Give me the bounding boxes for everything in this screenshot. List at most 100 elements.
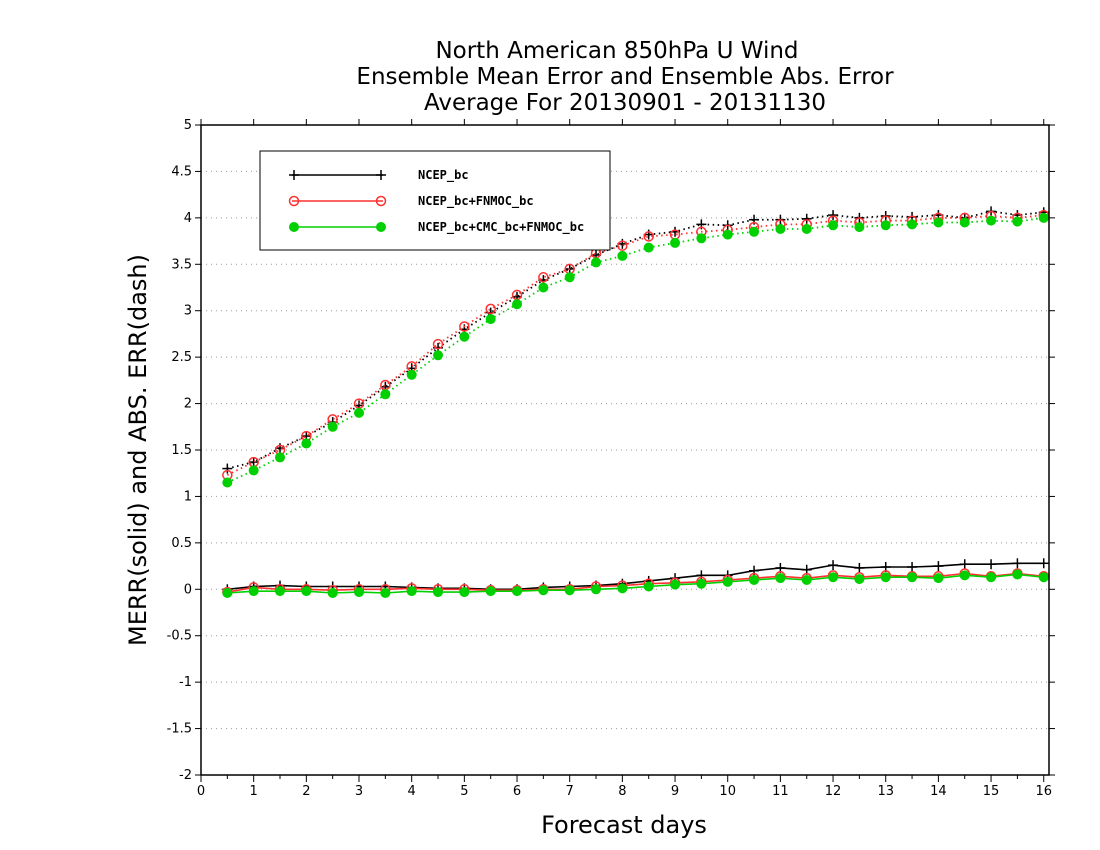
merr-point [1012, 569, 1023, 580]
merr-point [775, 573, 786, 584]
merr-point [459, 587, 470, 598]
merr-point [854, 562, 865, 573]
abs-err-point [275, 452, 286, 463]
y-tick-label: 5 [184, 118, 192, 133]
y-tick-label: 1.5 [171, 443, 192, 458]
merr-point [485, 586, 496, 597]
abs-err-point [880, 220, 891, 231]
abs-err-point [301, 438, 312, 449]
y-tick-label: 1 [184, 489, 192, 504]
merr-point [933, 561, 944, 572]
y-tick-label: 4 [184, 211, 192, 226]
abs-err-point [775, 224, 786, 234]
y-tick-label: -1.5 [167, 722, 192, 737]
abs-err-point [485, 303, 496, 315]
legend: NCEP_bc NCEP_bc+FNMOC_bc NCEP_bc+CMC_bc+FN… [259, 150, 611, 251]
x-tick-label: 2 [302, 784, 310, 799]
abs-err-point [986, 215, 997, 226]
plot-frame [200, 124, 1050, 776]
merr-point [749, 575, 760, 585]
merr-point [854, 574, 865, 585]
abs-err-point [406, 369, 417, 380]
legend-label: NCEP_bc+FNMOC_bc [418, 194, 534, 209]
x-tick-label: 0 [197, 784, 205, 799]
merr-point [801, 575, 812, 585]
abs-err-point [248, 457, 259, 468]
abs-err-point [696, 233, 707, 244]
merr-point [433, 587, 444, 598]
abs-err-point [248, 465, 259, 476]
abs-err-point [828, 220, 839, 231]
y-tick-label: 0 [184, 582, 192, 597]
abs-err-point [643, 231, 654, 242]
legend-marker [376, 222, 386, 232]
y-tick-label: -2 [179, 768, 192, 783]
chart-title-line-2: Ensemble Mean Error and Ensemble Abs. Er… [356, 64, 894, 90]
merr-point [564, 585, 575, 596]
merr-point [1038, 558, 1049, 569]
x-tick-label: 11 [772, 784, 789, 799]
abs-err-point [354, 407, 365, 418]
x-tick-label: 8 [618, 784, 626, 799]
x-tick-label: 13 [877, 784, 894, 799]
y-tick-label: 0.5 [171, 536, 192, 551]
abs-err-point [801, 224, 812, 234]
merr-point [512, 586, 523, 597]
abs-err-point [1012, 216, 1023, 227]
abs-err-point [959, 217, 970, 228]
legend-marker [289, 222, 299, 232]
y-tick-label: 3 [184, 304, 192, 319]
abs-err-point [854, 222, 865, 233]
merr-point [1012, 558, 1023, 569]
x-tick-label: 9 [671, 784, 679, 799]
y-axis-ticks: 5 4.5 4 3.5 3 2.5 2 1.5 1 0.5 0 -0.5 -1 -1.5 -2 [167, 118, 1055, 783]
abs-err-point [643, 242, 654, 253]
merr-point [380, 588, 391, 598]
merr-point [986, 572, 997, 583]
merr-point [986, 559, 997, 570]
abs-err-point [485, 314, 496, 325]
chart-title-line-3: Average For 20130901 - 20131130 [424, 90, 826, 116]
abs-err-point [512, 299, 523, 310]
merr-point [959, 559, 970, 570]
abs-err-point [933, 217, 944, 228]
x-tick-label: 5 [460, 784, 468, 799]
abs-err-point [538, 272, 549, 283]
series-2 [222, 212, 1049, 598]
x-tick-label: 14 [930, 784, 947, 799]
legend-entry: NCEP_bc+FNMOC_bc [288, 194, 534, 209]
x-tick-label: 16 [1035, 784, 1052, 799]
merr-point [301, 586, 312, 597]
merr-point [354, 587, 365, 598]
y-tick-label: -1 [179, 675, 192, 690]
abs-err-point [459, 331, 470, 342]
series-layer [222, 206, 1049, 598]
abs-err-point [722, 229, 733, 240]
x-tick-label: 15 [983, 784, 1000, 799]
merr-point [538, 585, 549, 596]
x-tick-label: 7 [566, 784, 574, 799]
abs-err-point [670, 237, 681, 248]
x-tick-label: 6 [513, 784, 521, 799]
merr-point [959, 570, 970, 581]
merr-point [222, 588, 233, 598]
legend-marker [289, 170, 299, 180]
abs-err-point [1038, 212, 1049, 223]
legend-marker [288, 195, 300, 207]
y-tick-label: 2.5 [171, 350, 192, 365]
abs-err-point [591, 257, 602, 268]
legend-label: NCEP_bc [418, 168, 469, 183]
merr-point [696, 570, 707, 581]
x-tick-label: 3 [355, 784, 363, 799]
abs-err-line [226, 214, 1044, 476]
merr-point [275, 586, 286, 597]
abs-err-point [617, 250, 628, 261]
abs-err-point [828, 210, 839, 221]
chart-title-line-1: North American 850hPa U Wind [435, 38, 798, 64]
abs-err-point [801, 213, 812, 224]
merr-point [1038, 572, 1049, 583]
merr-point [696, 578, 707, 589]
merr-point [406, 586, 417, 597]
abs-err-point [222, 477, 233, 488]
